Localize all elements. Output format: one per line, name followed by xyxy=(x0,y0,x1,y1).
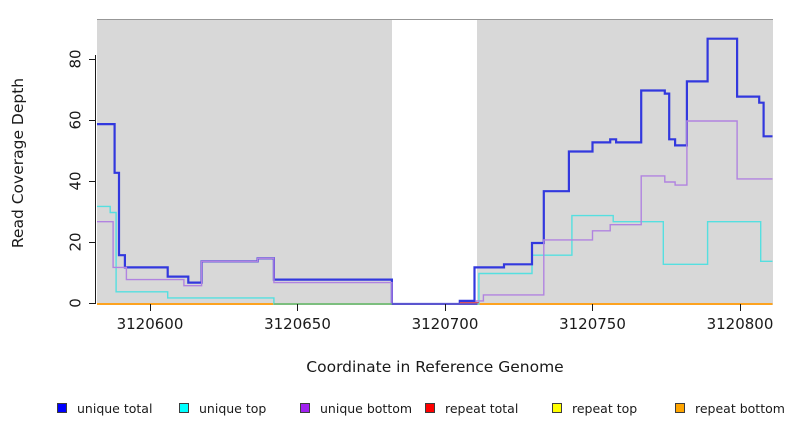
legend-item-repeat-total: repeat total xyxy=(425,399,518,417)
x-tick xyxy=(444,304,446,311)
legend-swatch-icon xyxy=(675,403,685,413)
legend-label: repeat top xyxy=(572,400,638,416)
legend-label: repeat total xyxy=(445,400,519,416)
legend-swatch-icon xyxy=(179,403,189,413)
x-tick-label: 3120650 xyxy=(264,315,331,333)
y-tick-label: 60 xyxy=(66,110,85,130)
y-tick-label: 40 xyxy=(66,171,85,191)
legend-label: unique bottom xyxy=(320,400,413,416)
x-tick-label: 3120750 xyxy=(559,315,626,333)
legend-item-repeat-top: repeat top xyxy=(552,399,637,417)
y-tick xyxy=(89,241,96,243)
x-tick xyxy=(739,304,741,311)
missing-data-band xyxy=(391,20,478,305)
legend-label: unique top xyxy=(199,400,267,416)
x-tick-label: 3120700 xyxy=(411,315,479,333)
series-line-unique-total xyxy=(97,37,773,305)
legend-label: repeat bottom xyxy=(695,400,785,416)
x-tick-label: 3120800 xyxy=(706,315,774,333)
legend-swatch-icon xyxy=(425,403,435,413)
x-tick xyxy=(297,304,298,311)
legend-swatch-icon xyxy=(300,403,310,413)
legend: unique total unique top unique bottom repea… xyxy=(0,399,792,419)
legend-swatch-icon xyxy=(57,403,67,413)
y-tick xyxy=(89,180,96,182)
y-tick xyxy=(89,302,96,304)
coverage-series-lines xyxy=(97,37,773,305)
y-tick-label: 80 xyxy=(66,49,85,69)
legend-item-unique-total: unique total xyxy=(57,399,152,417)
legend-item-repeat-bottom: repeat bottom xyxy=(675,399,785,417)
y-tick-label: 0 xyxy=(66,298,85,308)
x-axis-title: Coordinate in Reference Genome xyxy=(306,358,564,376)
plot-area xyxy=(97,19,773,305)
y-tick xyxy=(89,119,96,121)
y-tick-label: 20 xyxy=(66,232,85,252)
y-axis-line xyxy=(95,55,96,304)
legend-swatch-icon xyxy=(552,403,562,413)
x-tick xyxy=(149,304,151,311)
series-line-unique-bottom xyxy=(97,120,773,305)
y-axis-title: Read Coverage Depth xyxy=(9,77,27,249)
legend-item-unique-bottom: unique bottom xyxy=(300,399,412,417)
legend-label: unique total xyxy=(77,400,153,416)
series-line-unique-top xyxy=(97,205,773,305)
legend-item-unique-top: unique top xyxy=(179,399,266,417)
y-tick xyxy=(89,58,96,60)
x-tick-label: 3120600 xyxy=(116,315,184,333)
x-tick xyxy=(592,304,593,311)
